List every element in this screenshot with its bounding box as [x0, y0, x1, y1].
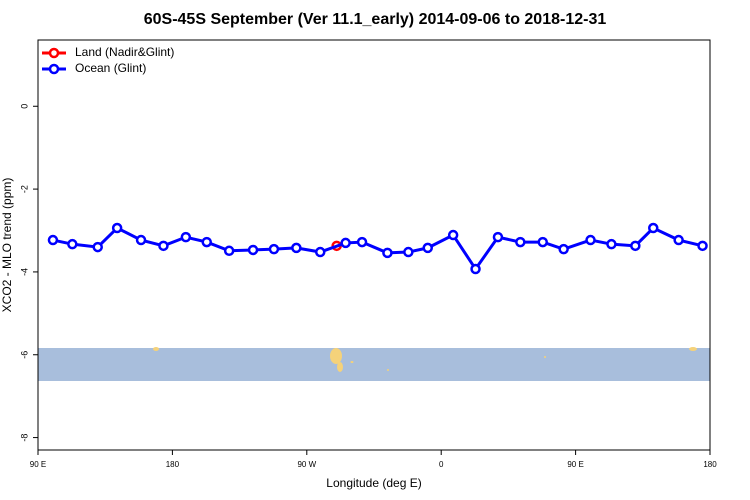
x-tick-label: 90 W — [297, 460, 316, 469]
map-band — [38, 348, 710, 381]
data-point — [314, 246, 326, 258]
legend-label: Ocean (Glint) — [75, 61, 146, 75]
data-point — [537, 236, 548, 248]
data-point — [558, 243, 569, 255]
data-point — [447, 229, 459, 241]
data-point — [268, 243, 280, 255]
data-point — [515, 236, 526, 248]
data-point — [422, 242, 434, 254]
legend-marker — [48, 63, 60, 75]
data-point — [697, 240, 708, 252]
plot-frame — [37, 39, 711, 451]
y-tick-label: -6 — [19, 351, 29, 359]
data-point — [630, 240, 641, 252]
y-tick-label: 0 — [19, 104, 29, 109]
x-axis-label: Longitude (deg E) — [326, 476, 421, 490]
chart-title: 60S-45S September (Ver 11.1_early) 2014-… — [144, 11, 607, 28]
y-tick-label: -2 — [19, 185, 29, 193]
data-point — [158, 240, 169, 252]
data-point — [92, 241, 103, 253]
x-tick-label: 90 E — [30, 460, 46, 469]
data-point — [111, 222, 123, 234]
data-point — [340, 237, 351, 249]
data-point — [585, 234, 596, 246]
data-point — [492, 231, 504, 243]
data-point — [135, 234, 147, 246]
data-point — [648, 222, 659, 234]
data-point — [47, 234, 59, 246]
data-point — [67, 238, 78, 250]
data-point — [382, 247, 393, 259]
y-tick-label: -4 — [19, 268, 29, 276]
legend-label: Land (Nadir&Glint) — [75, 45, 174, 59]
x-tick-label: 90 E — [567, 460, 583, 469]
y-axis-label: XCO2 - MLO trend (ppm) — [0, 178, 14, 313]
series-line — [52, 226, 703, 272]
map-land — [153, 347, 697, 372]
data-point — [223, 245, 235, 257]
data-point — [606, 238, 617, 250]
x-tick-label: 180 — [703, 460, 717, 469]
x-tick-label: 0 — [439, 460, 444, 469]
data-point — [247, 244, 259, 256]
data-point — [356, 236, 368, 248]
data-point — [470, 263, 481, 275]
y-tick-label: -8 — [19, 434, 29, 442]
data-point — [180, 231, 192, 243]
data-point — [403, 246, 414, 258]
data-point — [291, 242, 302, 254]
legend-marker — [48, 47, 60, 59]
data-point — [201, 236, 212, 248]
data-point — [673, 234, 684, 246]
x-tick-label: 180 — [166, 460, 180, 469]
